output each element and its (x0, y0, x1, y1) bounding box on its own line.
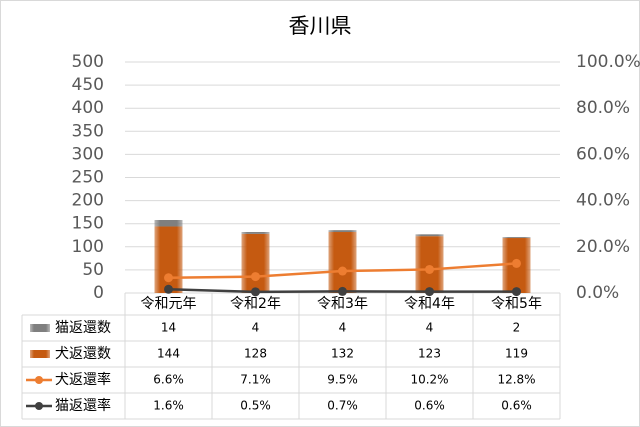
table-cell: 2 (513, 321, 521, 335)
table-cell: 128 (244, 347, 267, 361)
marker (164, 284, 173, 294)
y-tick-label: 0 (93, 283, 104, 303)
marker (251, 272, 260, 282)
bar (415, 236, 444, 293)
y-tick-label: 250 (72, 168, 104, 188)
y2-tick-label: 40.0% (576, 191, 630, 211)
table-cell: 10.2% (410, 373, 448, 387)
bar (328, 230, 357, 233)
bar (415, 234, 444, 237)
marker (512, 287, 521, 297)
table-cell: 0.5% (240, 399, 271, 413)
table-cell: 4 (252, 321, 260, 335)
y-tick-label: 500 (72, 52, 104, 72)
marker (251, 287, 260, 297)
table-cell: 0.6% (414, 399, 445, 413)
chart-title: 香川県 (289, 14, 352, 38)
y-tick-label: 450 (72, 75, 104, 95)
table-cell: 4 (426, 321, 434, 335)
table-cell: 1.6% (153, 399, 184, 413)
y2-tick-label: 20.0% (576, 237, 630, 257)
y-tick-label: 200 (72, 191, 104, 211)
y2-tick-label: 60.0% (576, 144, 630, 164)
marker (425, 264, 434, 274)
y-tick-label: 300 (72, 144, 104, 164)
legend-key (30, 350, 50, 358)
y2-tick-label: 80.0% (576, 98, 630, 118)
legend-label: 犬返還数 (55, 346, 111, 362)
bar (154, 220, 183, 227)
marker (425, 287, 434, 297)
legend-key (35, 402, 43, 410)
y-tick-label: 350 (72, 121, 104, 141)
table-cell: 123 (418, 347, 441, 361)
y-tick-label: 100 (72, 237, 104, 257)
bar (154, 226, 183, 293)
x-tick-label: 令和2年 (230, 296, 281, 312)
table-cell: 7.1% (240, 373, 271, 387)
table-cell: 12.8% (497, 373, 535, 387)
bar (502, 237, 531, 239)
table-cell: 9.5% (327, 373, 358, 387)
marker (512, 258, 521, 268)
y-tick-label: 150 (72, 214, 104, 234)
x-tick-label: 令和元年 (141, 296, 197, 312)
table-cell: 14 (161, 321, 176, 335)
table-cell: 6.6% (153, 373, 184, 387)
bar (241, 232, 270, 234)
bar (328, 232, 357, 293)
y2-tick-label: 100.0% (576, 52, 640, 72)
legend-key (35, 376, 43, 384)
legend-label: 犬返還率 (55, 371, 111, 388)
legend-label: 猫返還率 (55, 397, 111, 414)
y-tick-label: 50 (82, 260, 104, 280)
table-cell: 4 (339, 321, 347, 335)
table-cell: 119 (505, 347, 528, 361)
x-tick-label: 令和4年 (404, 296, 455, 312)
table-cell: 144 (157, 347, 180, 361)
bar (241, 233, 270, 293)
table-cell: 0.7% (327, 399, 358, 413)
marker (338, 286, 347, 296)
x-tick-label: 令和3年 (317, 296, 368, 312)
x-tick-label: 令和5年 (491, 296, 542, 312)
y2-tick-label: 0.0% (576, 283, 619, 303)
marker (338, 266, 347, 276)
table-cell: 0.6% (501, 399, 532, 413)
table-cell: 132 (331, 347, 354, 361)
y-tick-label: 400 (72, 98, 104, 118)
legend-label: 猫返還数 (55, 320, 111, 336)
legend-key (30, 324, 50, 332)
marker (164, 273, 173, 283)
